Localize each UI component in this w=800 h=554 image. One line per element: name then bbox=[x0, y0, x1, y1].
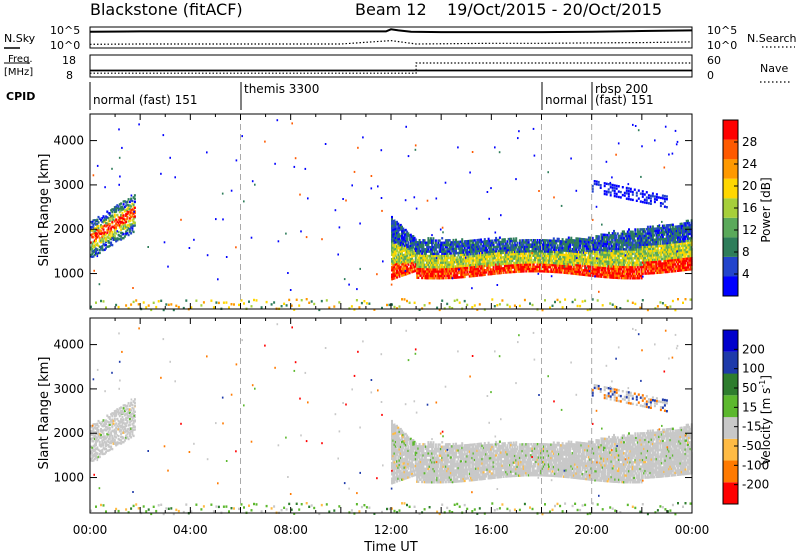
colorbar-swatch bbox=[723, 256, 738, 277]
power-x-ticks bbox=[89, 114, 693, 309]
nsky-label: N.Sky bbox=[4, 32, 36, 45]
nave-label: Nave bbox=[760, 62, 788, 75]
y-tick-label: 3000 bbox=[53, 178, 84, 192]
power-colorbar: 4 8 12 16 20 24 28 bbox=[722, 119, 757, 297]
cpid-segment-normal: normal bbox=[545, 93, 587, 107]
power-y-axis-label: Slant Range [km] bbox=[37, 154, 52, 267]
y-tick-label: 2000 bbox=[53, 222, 84, 236]
colorbar-tick-label: 100 bbox=[742, 362, 765, 376]
colorbar-tick-label: 50 bbox=[742, 381, 757, 395]
power-heatmap bbox=[90, 119, 693, 312]
colorbar-swatch bbox=[723, 460, 738, 483]
colorbar-swatch bbox=[723, 417, 738, 439]
colorbar-tick-label: 16 bbox=[742, 201, 757, 215]
colorbar-tick-label: -100 bbox=[742, 458, 769, 472]
nsky-series-line bbox=[89, 28, 693, 34]
time-axis-labels: 00:00 04:00 08:00 12:00 16:00 20:00 00:00 bbox=[73, 523, 710, 537]
colorbar-swatch bbox=[723, 482, 738, 505]
power-cpid-dividers bbox=[240, 114, 593, 309]
velocity-y-axis-label: Slant Range [km] bbox=[37, 357, 52, 470]
time-tick-label: 00:00 bbox=[73, 523, 108, 537]
time-tick-label: 00:00 bbox=[675, 523, 710, 537]
colorbar-swatch bbox=[723, 395, 738, 418]
velocity-x-ticks bbox=[89, 318, 693, 513]
freq-unit-label: [MHz] bbox=[4, 67, 33, 78]
colorbar-tick-label: -50 bbox=[742, 439, 762, 453]
freq-label: Freq. bbox=[8, 54, 33, 65]
frequency-panel: Freq. [MHz] 18 8 60 0 Nave bbox=[4, 54, 790, 83]
date-range: 19/Oct/2015 - 20/Oct/2015 bbox=[447, 0, 662, 19]
colorbar-tick-label: 4 bbox=[742, 267, 750, 281]
colorbar-swatch bbox=[723, 373, 738, 396]
power-y-ticks: 1000 2000 3000 4000 bbox=[53, 134, 692, 281]
colorbar-tick-label: 8 bbox=[742, 245, 750, 259]
colorbar-swatch bbox=[723, 438, 738, 461]
colorbar-tick-label: 15 bbox=[742, 400, 757, 414]
y-tick-label: 3000 bbox=[53, 382, 84, 396]
colorbar-swatch bbox=[723, 159, 738, 179]
colorbar-swatch bbox=[723, 330, 738, 352]
nsearch-label: N.Search bbox=[747, 32, 797, 45]
cpid-segment-themis: themis 3300 bbox=[244, 82, 319, 96]
power-colorbar-label: Power [dB] bbox=[759, 177, 773, 242]
cpid-panel: CPID normal (fast) 151 themis 3300 norma… bbox=[6, 82, 654, 110]
time-tick-label: 12:00 bbox=[374, 523, 409, 537]
time-axis-title: Time UT bbox=[363, 540, 417, 554]
nave-tick-high: 60 bbox=[707, 54, 721, 67]
colorbar-tick-label: -15 bbox=[742, 420, 762, 434]
freq-tick-low: 8 bbox=[66, 69, 73, 82]
y-tick-label: 2000 bbox=[53, 426, 84, 440]
time-tick-label: 16:00 bbox=[474, 523, 509, 537]
freq-tick-high: 18 bbox=[62, 54, 76, 67]
nsearch-series-line bbox=[89, 39, 693, 45]
cpid-segment-rbsp: rbsp 200 bbox=[595, 82, 648, 96]
nave-tick-low: 0 bbox=[707, 69, 714, 82]
velocity-colorbar: 200 100 50 15 -15 -50 -100 -200 bbox=[722, 329, 769, 505]
colorbar-tick-label: 200 bbox=[742, 342, 765, 356]
noise-panel: N.Sky 10^5 10^0 10^5 10^0 N.Search bbox=[4, 24, 797, 52]
cpid-segment-fast: (fast) 151 bbox=[595, 93, 654, 107]
y-tick-label: 1000 bbox=[53, 267, 84, 281]
velocity-y-ticks: 1000 2000 3000 4000 bbox=[53, 338, 692, 485]
colorbar-tick-label: 12 bbox=[742, 223, 757, 237]
colorbar-tick-label: 24 bbox=[742, 157, 757, 171]
colorbar-swatch bbox=[723, 217, 738, 238]
y-tick-label: 4000 bbox=[53, 338, 84, 352]
colorbar-swatch bbox=[723, 351, 738, 374]
beam-label: Beam 12 bbox=[355, 0, 427, 19]
station-title: Blackstone (fitACF) bbox=[90, 0, 243, 19]
colorbar-tick-label: 20 bbox=[742, 179, 757, 193]
colorbar-swatch bbox=[723, 276, 738, 296]
velocity-heatmap bbox=[90, 323, 693, 516]
time-tick-label: 04:00 bbox=[173, 523, 208, 537]
y-tick-label: 4000 bbox=[53, 134, 84, 148]
colorbar-tick-label: 28 bbox=[742, 135, 757, 149]
nsky-tick-high: 10^5 bbox=[50, 24, 80, 37]
cpid-segment-normal-fast: normal (fast) 151 bbox=[93, 93, 197, 107]
colorbar-swatch bbox=[723, 139, 738, 160]
nsearch-tick-low: 10^0 bbox=[707, 39, 737, 52]
time-tick-label: 08:00 bbox=[273, 523, 308, 537]
colorbar-swatch bbox=[723, 120, 738, 140]
cpid-label: CPID bbox=[6, 90, 35, 103]
velocity-cpid-dividers bbox=[240, 318, 593, 513]
colorbar-tick-label: -200 bbox=[742, 478, 769, 492]
colorbar-swatch bbox=[723, 198, 738, 218]
nave-series-line bbox=[90, 62, 692, 74]
nsky-tick-low: 10^0 bbox=[50, 39, 80, 52]
time-tick-label: 20:00 bbox=[574, 523, 609, 537]
velocity-panel: 1000 2000 3000 4000 Slant Range [km] bbox=[37, 317, 693, 516]
colorbar-swatch bbox=[723, 178, 738, 199]
velocity-colorbar-label: Velocity [m s-1] bbox=[758, 375, 773, 465]
y-tick-label: 1000 bbox=[53, 471, 84, 485]
colorbar-swatch bbox=[723, 237, 738, 257]
nsearch-tick-high: 10^5 bbox=[707, 24, 737, 37]
power-panel: 1000 2000 3000 4000 Slant Range [km] bbox=[37, 113, 693, 312]
